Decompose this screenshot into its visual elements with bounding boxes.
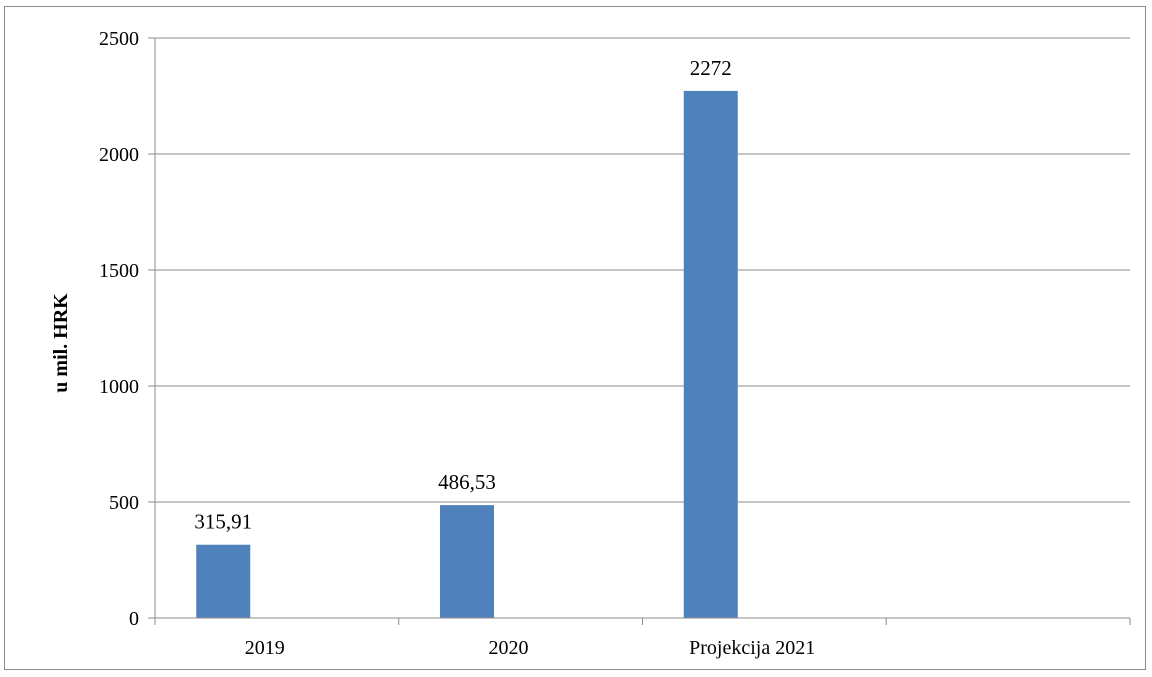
data-label: 315,91: [194, 510, 252, 534]
bar-0: [196, 544, 251, 618]
y-tick-label: 500: [109, 492, 139, 514]
x-tick-label: Projekcija 2021: [689, 637, 815, 659]
y-tick-label: 1000: [99, 376, 139, 398]
bar-2: [683, 90, 738, 618]
y-tick-label: 2000: [99, 144, 139, 166]
data-label: 2272: [690, 56, 732, 80]
y-axis-title: u mil. HRK: [50, 293, 72, 393]
bar-1: [440, 505, 494, 618]
y-tick-label: 1500: [99, 260, 139, 282]
chart-frame: [4, 6, 1146, 670]
x-tick-label: 2019: [245, 637, 285, 659]
y-tick-label: 2500: [99, 28, 139, 50]
y-tick-label: 0: [129, 608, 139, 630]
labels: 0 500 1000 1500 2000 2500 315,91 486,53 2272 2019…: [99, 28, 815, 659]
data-label: 486,53: [438, 470, 496, 494]
gridlines: [155, 37, 1130, 503]
x-tick-label: 2020: [488, 637, 528, 659]
axes: [148, 37, 1131, 625]
bars: [196, 90, 738, 618]
